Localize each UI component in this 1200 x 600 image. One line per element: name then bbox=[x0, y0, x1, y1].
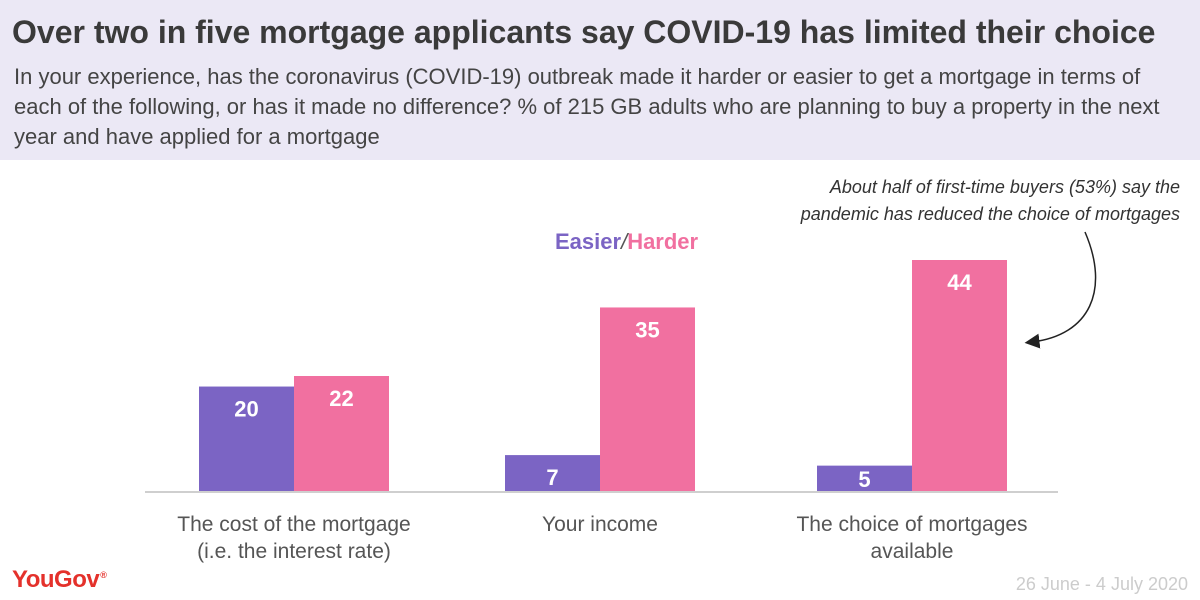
category-label-1-line-2: (i.e. the interest rate) bbox=[197, 540, 391, 563]
logo-registered-mark: ® bbox=[100, 570, 107, 580]
value-label-harder-2: 35 bbox=[635, 317, 659, 342]
value-label-easier-2: 7 bbox=[546, 465, 558, 490]
value-label-harder-1: 22 bbox=[329, 386, 353, 411]
header-band: Over two in five mortgage applicants say… bbox=[0, 0, 1200, 160]
legend-easier: Easier bbox=[555, 229, 621, 254]
category-label-3-line-2: available bbox=[871, 540, 954, 563]
chart-subtitle: In your experience, has the coronavirus … bbox=[14, 64, 1160, 149]
category-label-3-line-1: The choice of mortgages bbox=[796, 513, 1027, 536]
legend: Easier/Harder bbox=[555, 229, 699, 254]
bars-layer bbox=[199, 260, 1007, 492]
bar-harder-3 bbox=[912, 260, 1007, 492]
bar-labels-layer: 20 22 7 35 5 44 bbox=[234, 270, 972, 492]
legend-harder: Harder bbox=[627, 229, 698, 254]
category-label-1-line-1: The cost of the mortgage bbox=[177, 513, 410, 536]
annotation-arrow bbox=[1024, 231, 1097, 349]
value-label-harder-3: 44 bbox=[947, 270, 972, 295]
bar-easier-1 bbox=[199, 386, 294, 492]
date-range: 26 June - 4 July 2020 bbox=[1015, 574, 1188, 594]
legend-separator: / bbox=[619, 229, 629, 254]
value-label-easier-3: 5 bbox=[858, 467, 870, 492]
logo-text: YouGov bbox=[12, 566, 100, 593]
annotation-line-1: About half of first-time buyers (53%) sa… bbox=[829, 177, 1180, 197]
bar-easier-3 bbox=[817, 465, 912, 492]
bar-harder-2 bbox=[600, 307, 695, 492]
annotation-line-2: pandemic has reduced the choice of mortg… bbox=[800, 204, 1180, 224]
category-labels-layer: The cost of the mortgage (i.e. the intere… bbox=[177, 513, 1027, 563]
category-label-2-line-1: Your income bbox=[542, 513, 658, 536]
bar-easier-2 bbox=[505, 455, 600, 492]
yougov-logo: YouGov® bbox=[12, 566, 107, 594]
bar-harder-1 bbox=[294, 376, 389, 492]
chart-title: Over two in five mortgage applicants say… bbox=[12, 14, 1156, 50]
value-label-easier-1: 20 bbox=[234, 397, 258, 422]
